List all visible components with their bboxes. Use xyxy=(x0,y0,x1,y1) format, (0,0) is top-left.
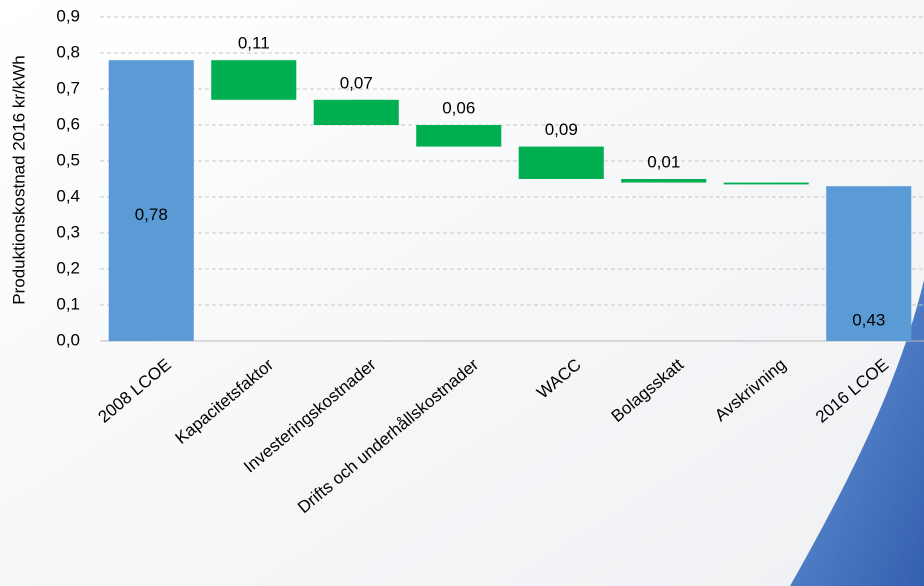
y-tick-label: 0,5 xyxy=(56,150,80,169)
value-label: 0,06 xyxy=(442,98,475,117)
bar xyxy=(313,99,399,125)
y-tick-label: 0,1 xyxy=(56,294,80,313)
y-tick-label: 0,7 xyxy=(56,78,80,97)
bar xyxy=(723,182,809,185)
value-label: 0,11 xyxy=(238,34,270,53)
y-tick-label: 0,4 xyxy=(56,186,80,205)
bar xyxy=(826,186,912,341)
bar xyxy=(518,146,604,179)
bar xyxy=(108,60,194,341)
decor-swoosh xyxy=(790,280,924,586)
value-label: 0,78 xyxy=(135,205,168,224)
value-label: 0,09 xyxy=(545,120,578,139)
y-axis-title: Produktionskostnad 2016 kr/kWh xyxy=(9,55,28,304)
bar xyxy=(621,179,707,183)
y-tick-label: 0,9 xyxy=(56,6,80,25)
y-tick-label: 0,3 xyxy=(56,222,80,241)
value-label: 0,07 xyxy=(340,73,373,92)
y-tick-label: 0,2 xyxy=(56,258,80,277)
bar xyxy=(416,125,502,147)
y-tick-label: 0,6 xyxy=(56,114,80,133)
value-label: 0,01 xyxy=(647,152,680,171)
y-tick-label: 0,0 xyxy=(56,330,80,349)
value-label: 0,43 xyxy=(852,310,885,329)
y-tick-label: 0,8 xyxy=(56,42,80,61)
bar xyxy=(211,60,297,100)
